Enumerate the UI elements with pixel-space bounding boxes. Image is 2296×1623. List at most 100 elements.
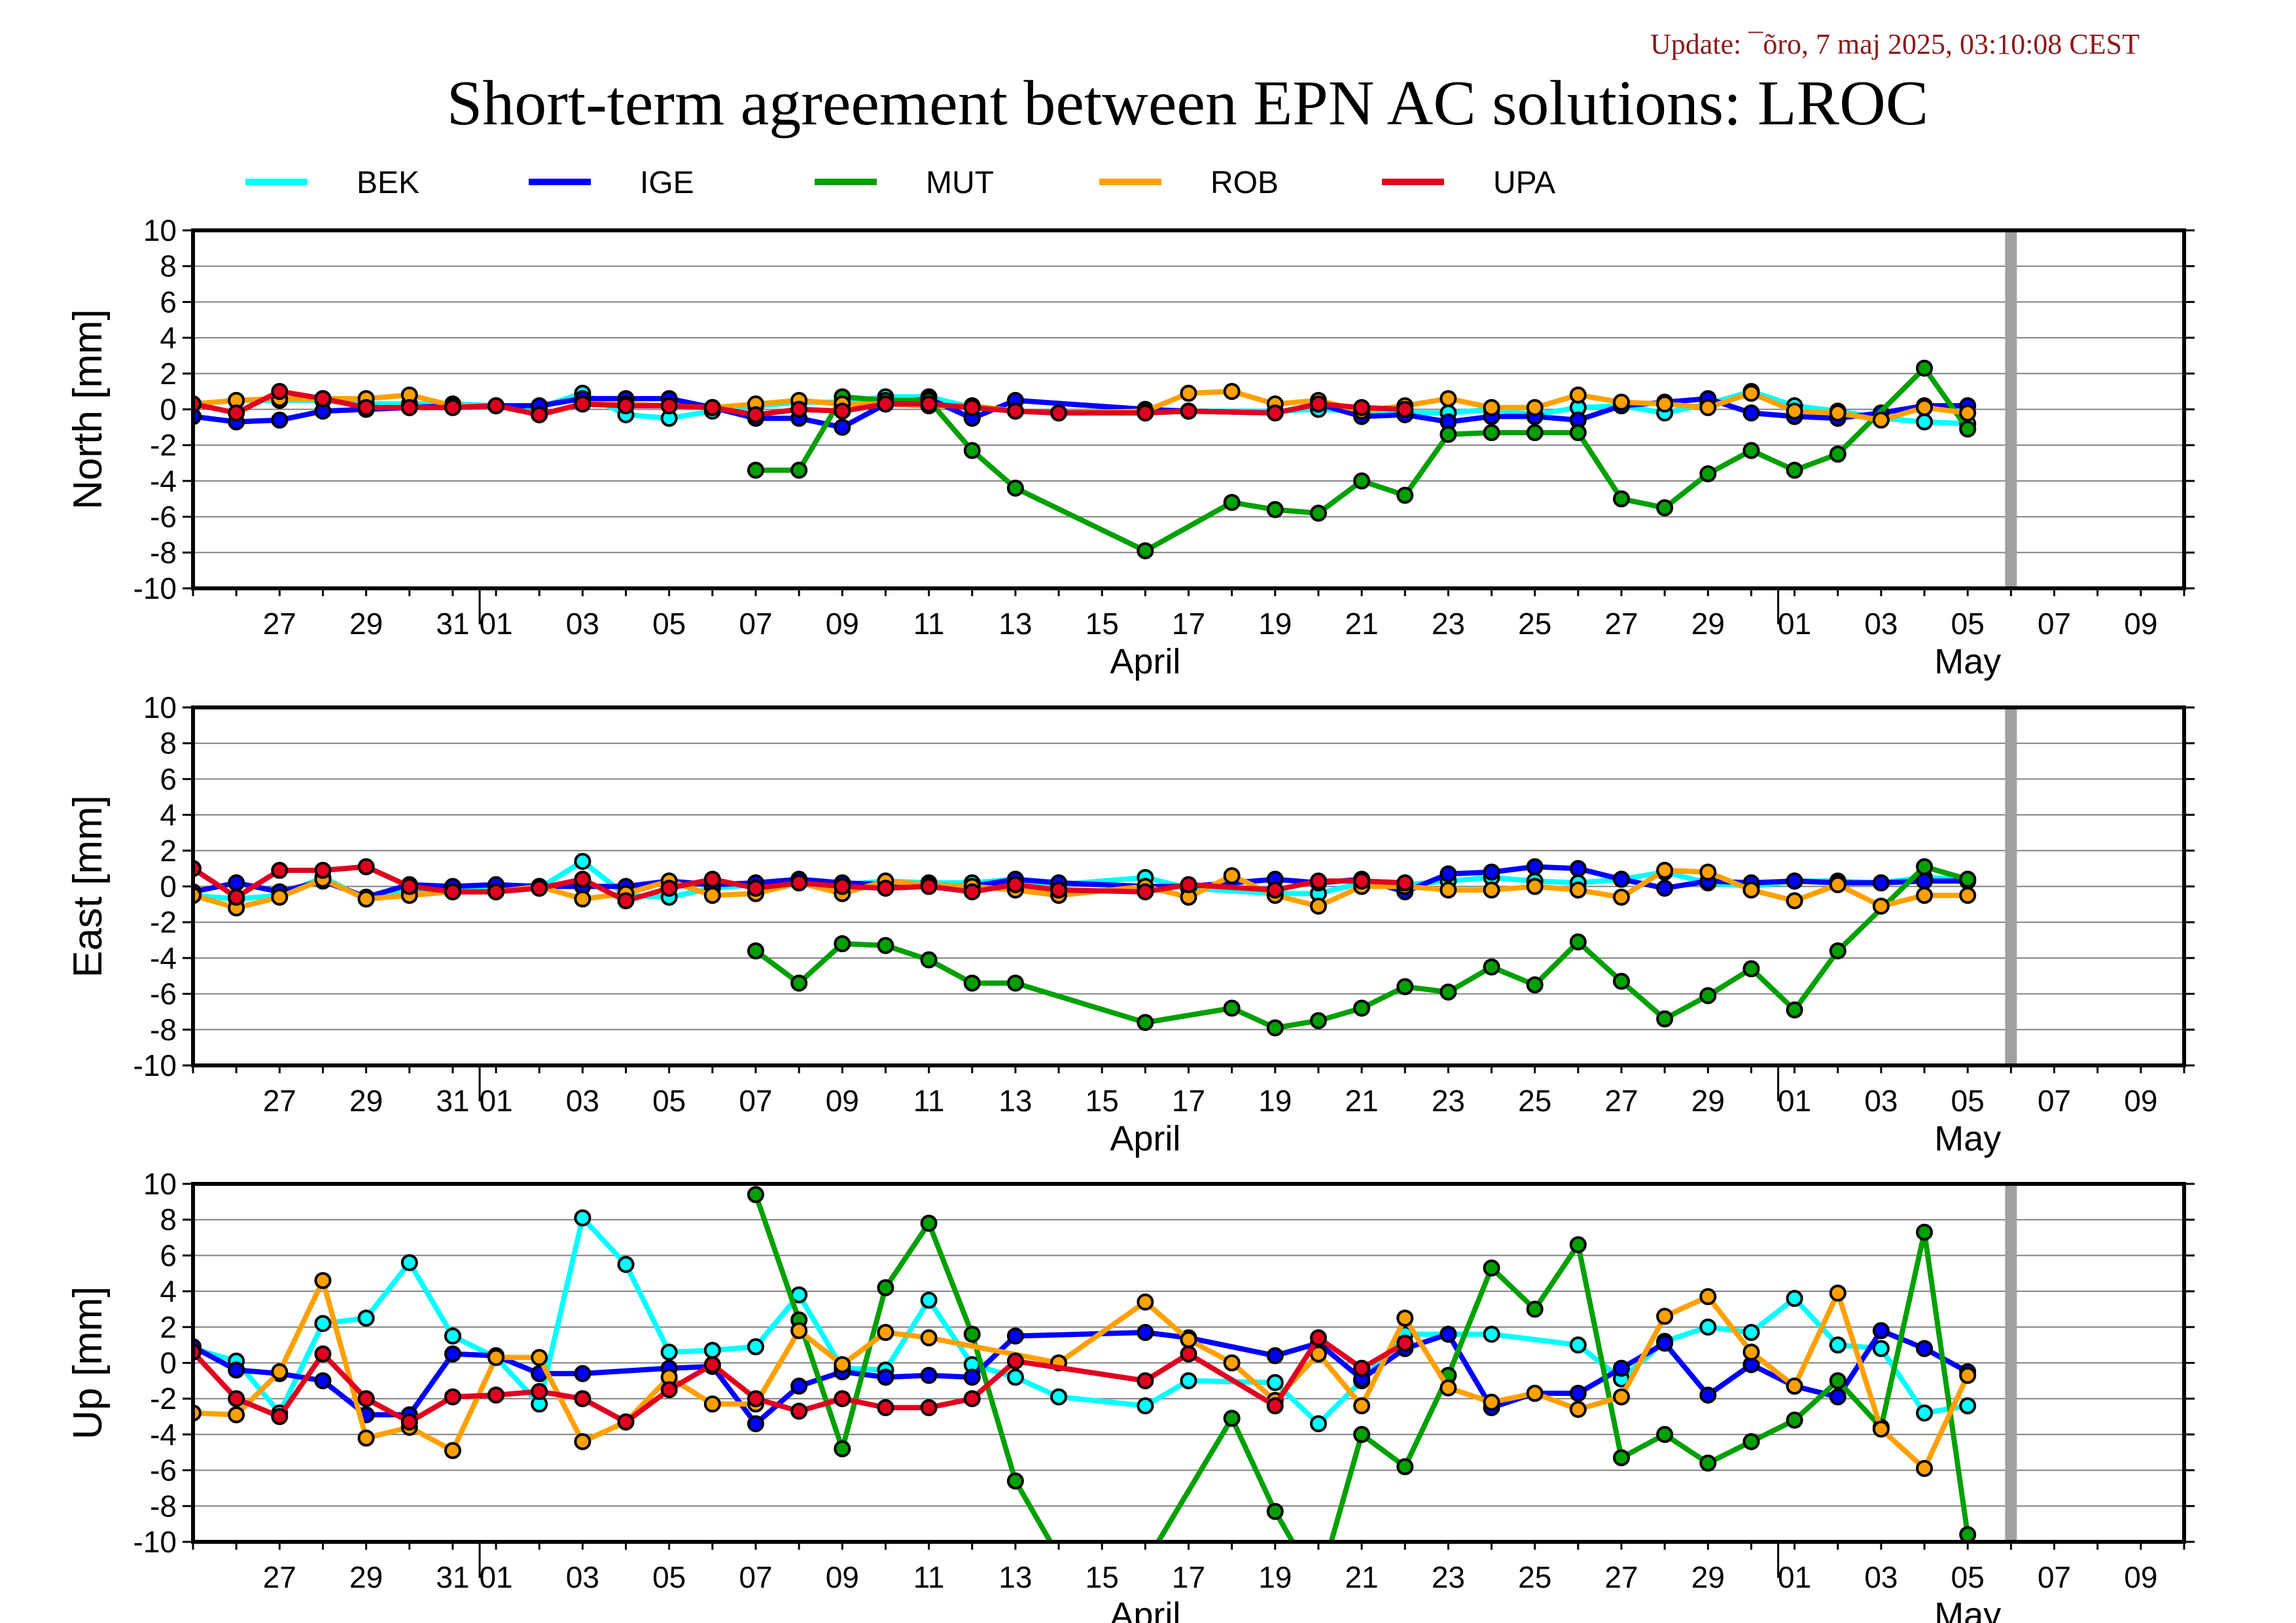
data-point xyxy=(747,1338,764,1355)
x-tick-label: 07 xyxy=(2038,607,2071,641)
data-point xyxy=(1266,501,1284,518)
data-point xyxy=(703,887,721,904)
data-point xyxy=(1266,1503,1284,1520)
data-point xyxy=(1829,1372,1846,1389)
data-point xyxy=(1872,897,1890,915)
data-point xyxy=(1439,865,1457,883)
data-point xyxy=(703,1395,721,1413)
data-point xyxy=(271,1363,289,1381)
y-tick-label: -4 xyxy=(150,1418,177,1452)
y-tick-label: 6 xyxy=(160,285,177,319)
data-point xyxy=(1309,505,1327,522)
data-point xyxy=(1483,399,1500,416)
x-tick-label: 13 xyxy=(998,1560,1032,1594)
y-tick-label: 0 xyxy=(160,393,177,427)
data-point xyxy=(1699,399,1717,416)
data-point xyxy=(1309,1012,1327,1029)
data-point xyxy=(531,406,548,423)
data-point xyxy=(1742,1433,1760,1450)
y-tick-label: 0 xyxy=(160,1346,177,1380)
legend-entry-bek: BEK xyxy=(245,166,419,200)
data-point xyxy=(1916,1404,1934,1422)
data-point xyxy=(574,1364,592,1382)
data-point xyxy=(1396,874,1414,892)
data-point xyxy=(1180,1372,1197,1389)
data-point xyxy=(703,399,721,416)
data-point xyxy=(400,1254,418,1272)
y-tick-label: 4 xyxy=(160,1274,177,1308)
x-tick-label: 27 xyxy=(263,1560,296,1594)
data-point xyxy=(1309,1329,1327,1347)
x-month-label: May xyxy=(1934,642,2001,681)
data-point xyxy=(703,870,721,888)
data-point xyxy=(574,870,592,888)
y-tick-label: -2 xyxy=(150,1382,177,1416)
data-point xyxy=(1872,411,1890,429)
data-point xyxy=(1699,1318,1717,1336)
data-point xyxy=(1483,1325,1500,1343)
data-point xyxy=(1353,999,1371,1017)
data-point xyxy=(1396,401,1414,418)
x-tick-label: 21 xyxy=(1345,1560,1379,1594)
data-point xyxy=(1353,1397,1371,1415)
data-point xyxy=(790,1378,808,1395)
data-point xyxy=(1786,1378,1803,1395)
x-tick-label: 19 xyxy=(1258,607,1292,641)
x-tick-label: 29 xyxy=(1691,607,1725,641)
data-point xyxy=(1526,1300,1544,1318)
data-point xyxy=(1396,1334,1414,1352)
data-point xyxy=(1656,1425,1674,1443)
series-mut xyxy=(747,1186,1977,1542)
x-tick-label: 09 xyxy=(826,1560,859,1594)
y-tick-label: 2 xyxy=(160,834,177,868)
y-tick-label: -8 xyxy=(150,1489,177,1523)
x-tick-label: 19 xyxy=(1258,1084,1292,1118)
x-tick-label: 15 xyxy=(1086,1560,1119,1594)
data-point xyxy=(920,1329,938,1347)
series-bek xyxy=(193,1209,1977,1433)
data-point xyxy=(834,402,851,420)
data-point xyxy=(1050,881,1068,899)
data-point xyxy=(357,399,375,416)
x-tick-label: 29 xyxy=(349,1560,383,1594)
data-point xyxy=(1483,424,1500,442)
data-point xyxy=(1786,461,1803,479)
x-tick-label: 15 xyxy=(1086,607,1119,641)
data-point xyxy=(574,853,592,870)
y-tick-label: 2 xyxy=(160,1310,177,1344)
data-point xyxy=(877,395,894,413)
x-tick-label: 29 xyxy=(349,607,383,641)
data-point xyxy=(1309,1415,1327,1433)
data-point xyxy=(444,1442,461,1459)
data-point xyxy=(228,404,245,421)
data-point xyxy=(1829,876,1846,893)
data-point xyxy=(834,935,851,953)
data-point xyxy=(834,1356,851,1374)
data-point xyxy=(1699,465,1717,482)
data-point xyxy=(487,397,505,415)
data-point xyxy=(444,1345,461,1363)
data-point xyxy=(314,861,332,879)
legend-label-mut: MUT xyxy=(926,166,994,200)
data-point xyxy=(1699,987,1717,1005)
y-tick-label: -4 xyxy=(150,941,177,975)
data-point xyxy=(574,1209,592,1226)
x-tick-label: 17 xyxy=(1172,1560,1205,1594)
data-point xyxy=(1916,399,1934,416)
data-point xyxy=(963,974,981,992)
data-point xyxy=(1569,1336,1587,1354)
data-point xyxy=(1569,1236,1587,1253)
x-tick-label: 25 xyxy=(1518,607,1551,641)
data-point xyxy=(1006,974,1024,992)
data-point xyxy=(1569,881,1587,899)
data-point xyxy=(1613,1449,1631,1467)
x-month-label: April xyxy=(1110,1119,1180,1158)
data-point xyxy=(1180,876,1197,893)
data-point xyxy=(920,951,938,969)
data-point xyxy=(1656,395,1674,413)
series-upa xyxy=(193,858,1414,910)
data-point xyxy=(660,1344,678,1361)
